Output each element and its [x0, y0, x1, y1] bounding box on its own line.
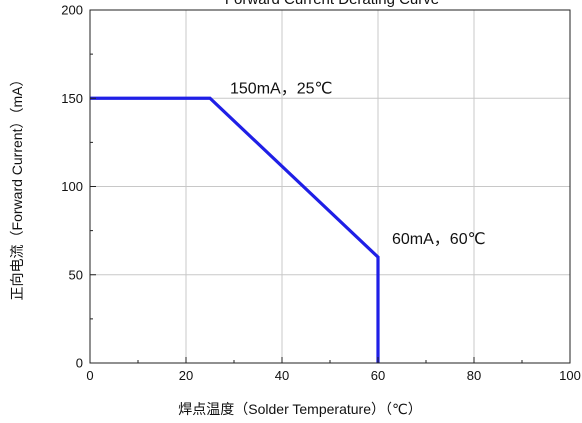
x-tick-label: 20 [179, 368, 193, 383]
y-tick-label: 50 [69, 267, 83, 282]
annotation-label: 60mA，60℃ [392, 231, 486, 248]
annotations: 150mA，25℃ 60mA，60℃ [230, 80, 486, 248]
x-tick-label: 60 [371, 368, 385, 383]
x-tick-label: 80 [467, 368, 481, 383]
tick-labels: 0 20 40 60 80 100 0 50 100 150 200 [61, 3, 581, 384]
y-tick-label: 200 [61, 3, 83, 18]
x-tick-label: 0 [86, 368, 93, 383]
axis-ticks [89, 9, 571, 364]
series-layer [90, 96, 380, 363]
y-axis-label: 正向电流（Forward Current）（mA） [9, 73, 25, 301]
x-tick-label: 40 [275, 368, 289, 383]
y-tick-label: 100 [61, 179, 83, 194]
annotation-label: 150mA，25℃ [230, 80, 332, 97]
x-axis-label: 焊点温度（Solder Temperature）（℃） [178, 401, 421, 417]
chart-title: Forward Current Derating Curve [225, 0, 439, 8]
x-tick-label: 100 [559, 368, 581, 383]
series-line [90, 96, 380, 363]
grid-lines [90, 10, 570, 363]
y-tick-label: 0 [76, 356, 83, 371]
y-tick-label: 150 [61, 91, 83, 106]
